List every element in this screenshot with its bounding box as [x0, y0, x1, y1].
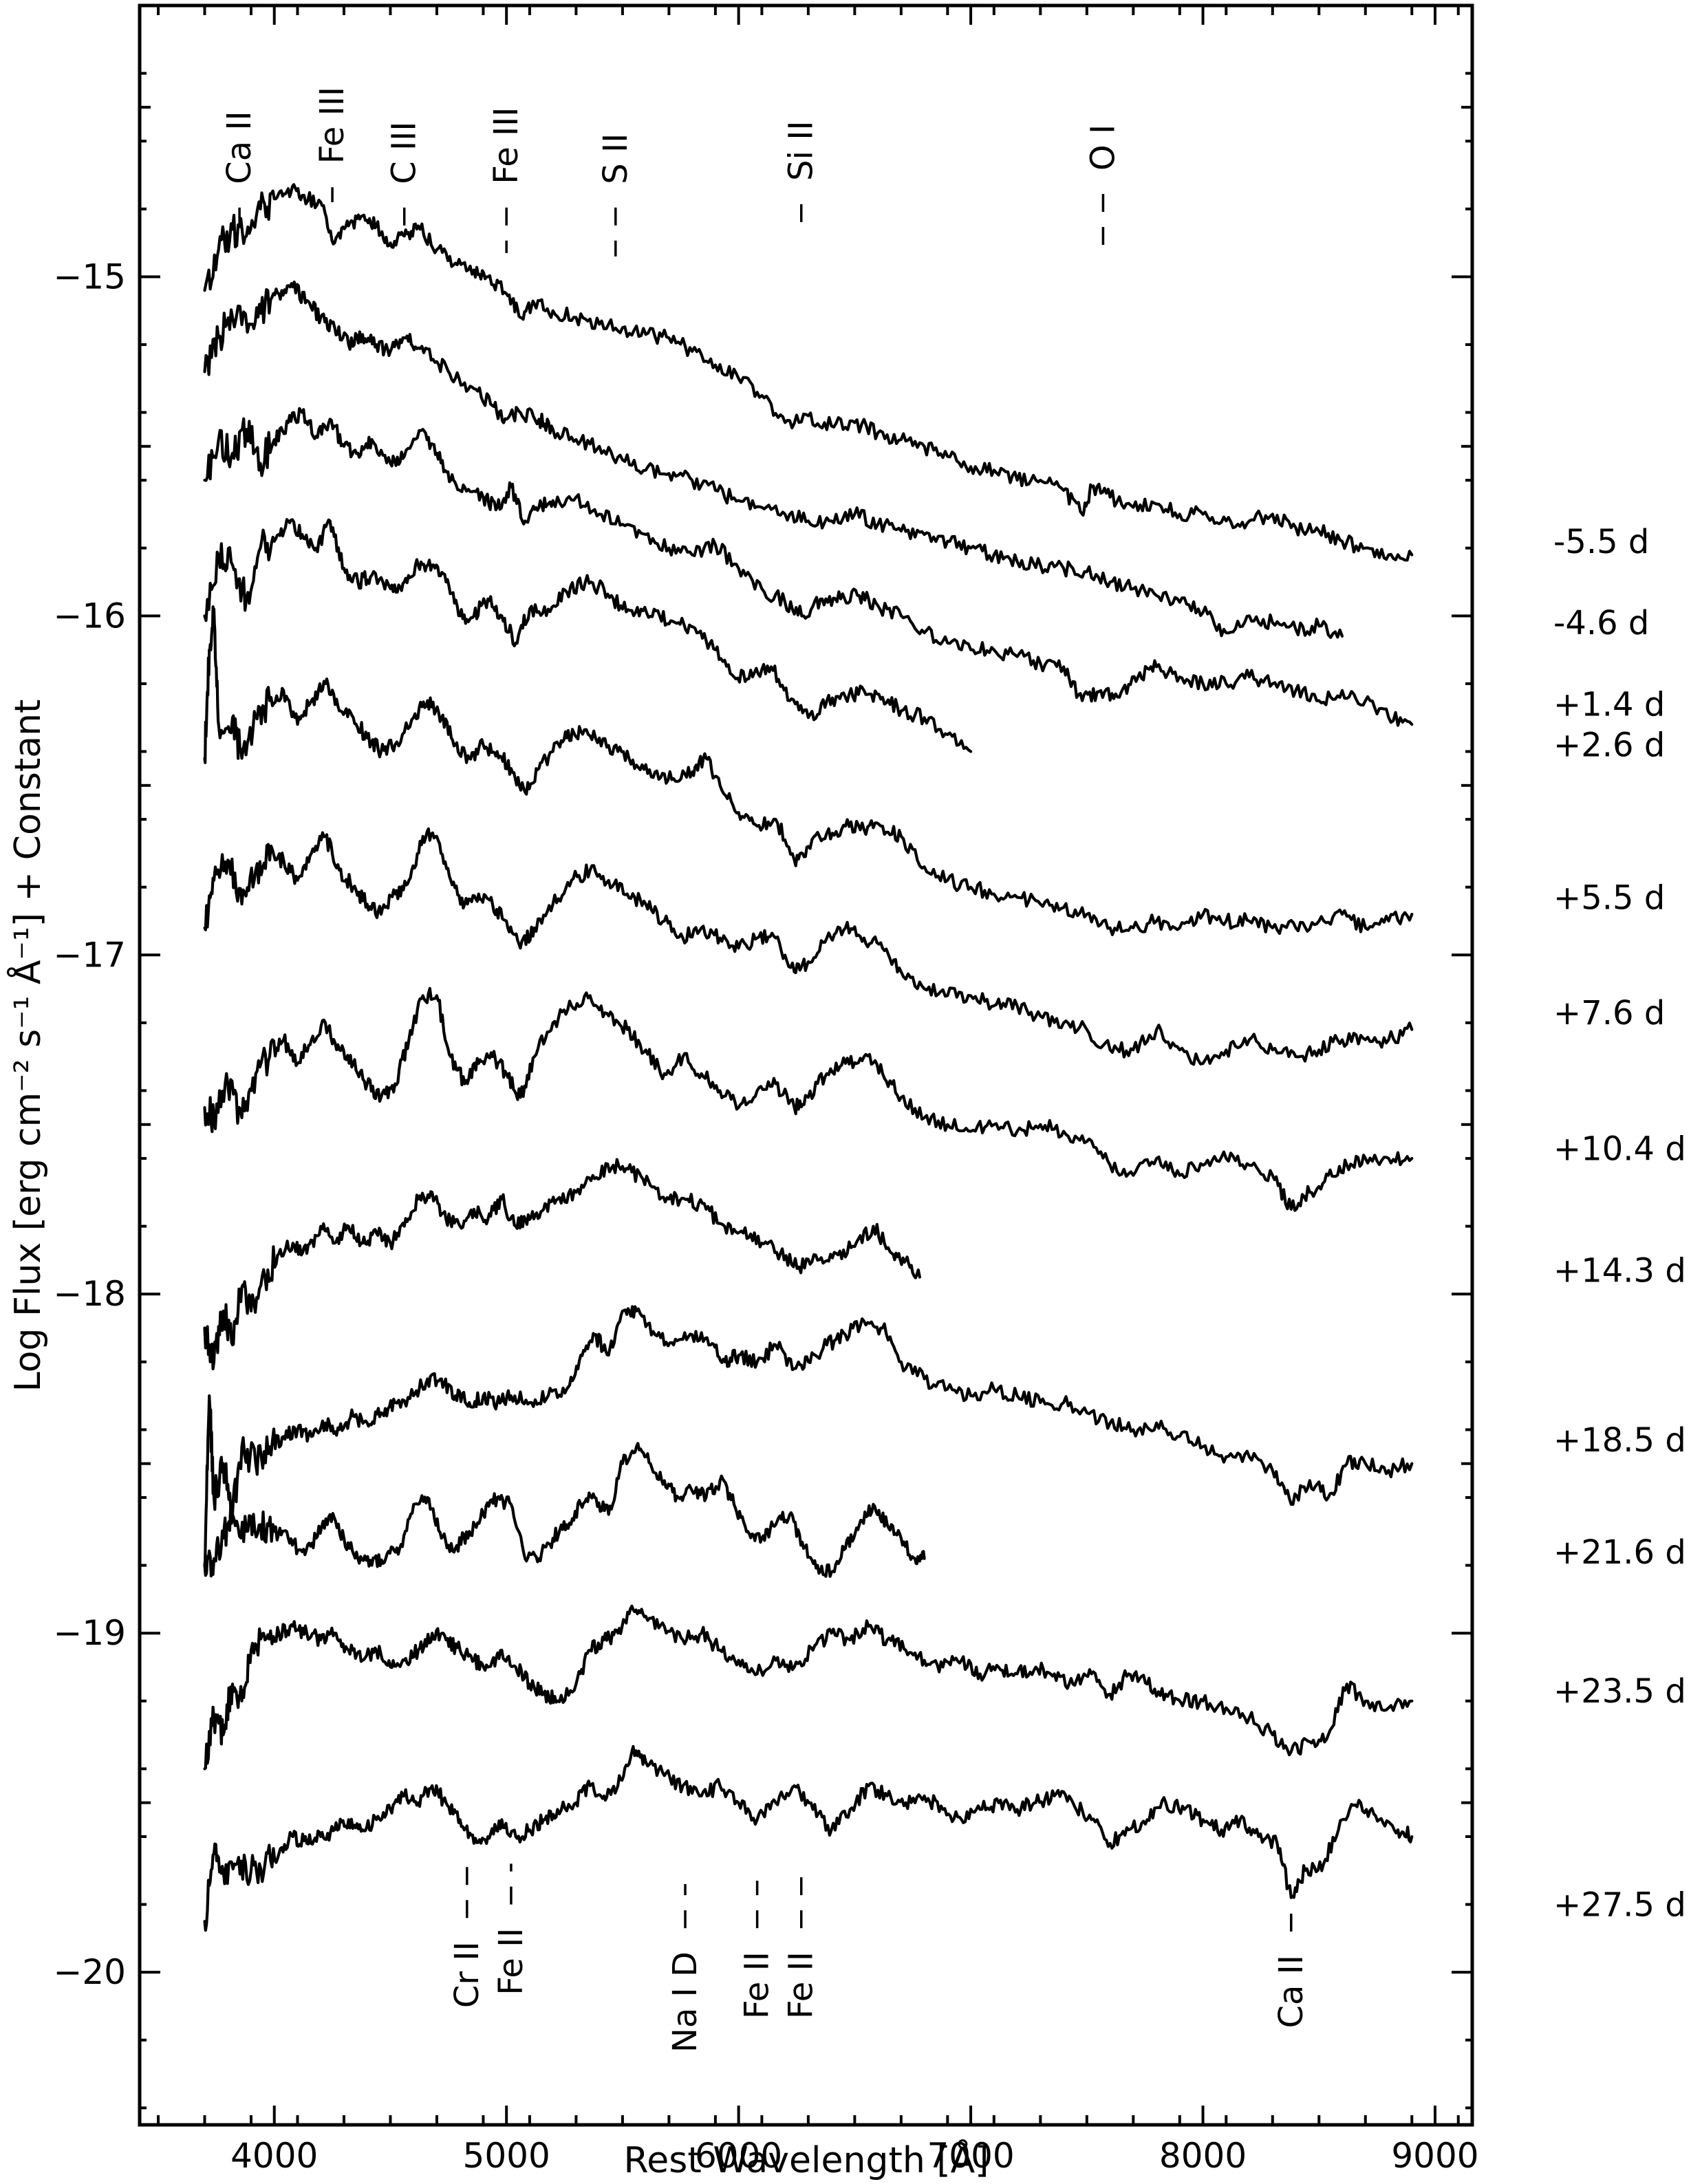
epoch-label: +21.6 d — [1553, 1533, 1686, 1572]
epoch-label: -4.6 d — [1553, 604, 1649, 642]
x-tick-label: 8000 — [1159, 2136, 1247, 2176]
line-id-label-top: Si II — [782, 120, 821, 180]
x-tick-label: 6000 — [695, 2136, 782, 2176]
axes-group: 4000 5000 6000 7000 8000 9000 −15 −16 −17 −18 −19 −… — [53, 3, 1479, 2176]
epoch-label: +2.6 d — [1553, 726, 1665, 765]
spectrum-line — [203, 1158, 921, 1371]
epoch-label: +5.5 d — [1553, 878, 1665, 917]
epoch-label: -5.5 d — [1553, 523, 1649, 561]
spectrum-line — [203, 986, 1414, 1212]
x-tick-label: 4000 — [230, 2136, 318, 2176]
y-tick-label: −16 — [53, 596, 126, 636]
epoch-label: +27.5 d — [1553, 1886, 1686, 1925]
line-id-label-bottom: Na I D — [666, 1951, 704, 2053]
y-axis-label: Log Flux [erg cm⁻² s⁻¹ Å⁻¹] + Constant — [6, 700, 49, 1392]
line-id-label-bottom: Cr II — [448, 1941, 486, 2008]
epoch-label: +7.6 d — [1553, 994, 1665, 1032]
epoch-labels-group: -5.5 d -4.6 d +1.4 d+2.6 d +5.5 d +7.6 d +10.… — [1553, 523, 1686, 1925]
line-id-label-top: S II — [596, 133, 635, 184]
x-tick-label: 7000 — [927, 2136, 1014, 2176]
y-tick-label: −17 — [53, 935, 126, 975]
spectrum-line — [203, 407, 1414, 727]
spectrum-line — [203, 1604, 1414, 1771]
line-id-label-top: Ca II — [220, 111, 259, 184]
line-annotations-group: Ca II Fe III C III Fe III S II Si II O ICr II F… — [220, 87, 1311, 2053]
spectrum-line — [203, 1442, 926, 1578]
line-id-label-top: C III — [385, 122, 424, 184]
spectrum-line — [203, 518, 973, 753]
line-id-label-bottom: Fe II — [782, 1951, 821, 2019]
spectrum-line — [203, 183, 1414, 562]
epoch-label: +1.4 d — [1553, 685, 1665, 724]
x-axis-label: Rest Wavelength [Å] — [624, 2139, 989, 2181]
spectrum-line — [203, 1744, 1414, 1932]
spectrum-line — [203, 1305, 1414, 1567]
epoch-label: +23.5 d — [1553, 1672, 1686, 1711]
spectra-group — [203, 183, 1414, 1932]
spectrum-line — [203, 827, 1414, 1066]
epoch-label: +10.4 d — [1553, 1129, 1686, 1168]
line-id-label-bottom: Fe II — [738, 1951, 777, 2019]
y-tick-label: −18 — [53, 1274, 126, 1314]
x-tick-label: 5000 — [463, 2136, 550, 2176]
spectrum-line — [203, 280, 1344, 639]
line-id-label-top: Fe III — [313, 87, 352, 164]
epoch-label: +18.5 d — [1553, 1421, 1686, 1460]
line-id-label-bottom: Fe II — [492, 1928, 530, 1996]
line-id-label-top: Fe III — [487, 107, 526, 184]
x-tick-label: 9000 — [1391, 2136, 1478, 2176]
plot-frame — [138, 3, 1474, 2127]
y-tick-label: −20 — [53, 1952, 126, 1992]
y-tick-label: −19 — [53, 1613, 126, 1653]
line-id-label-top: O I — [1084, 125, 1122, 171]
y-tick-label: −15 — [53, 257, 126, 296]
spectrum-line — [203, 605, 1414, 936]
epoch-label: +14.3 d — [1553, 1252, 1686, 1290]
line-id-label-bottom: Ca II — [1272, 1955, 1311, 2029]
